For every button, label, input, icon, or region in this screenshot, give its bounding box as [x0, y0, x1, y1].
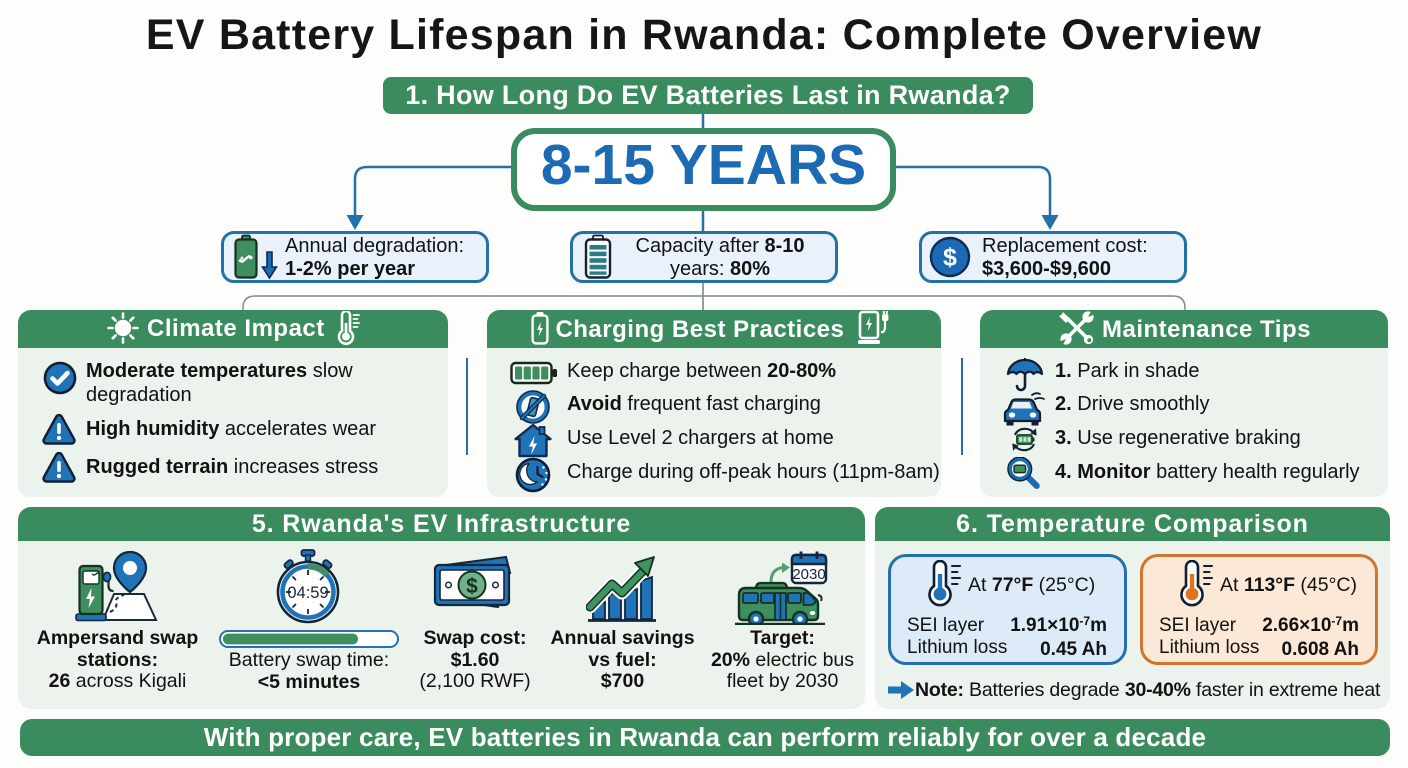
- svg-text:04:59: 04:59: [287, 584, 328, 602]
- svg-text:$: $: [943, 244, 957, 272]
- svg-text:2030: 2030: [792, 566, 825, 583]
- svg-text:$: $: [466, 575, 478, 598]
